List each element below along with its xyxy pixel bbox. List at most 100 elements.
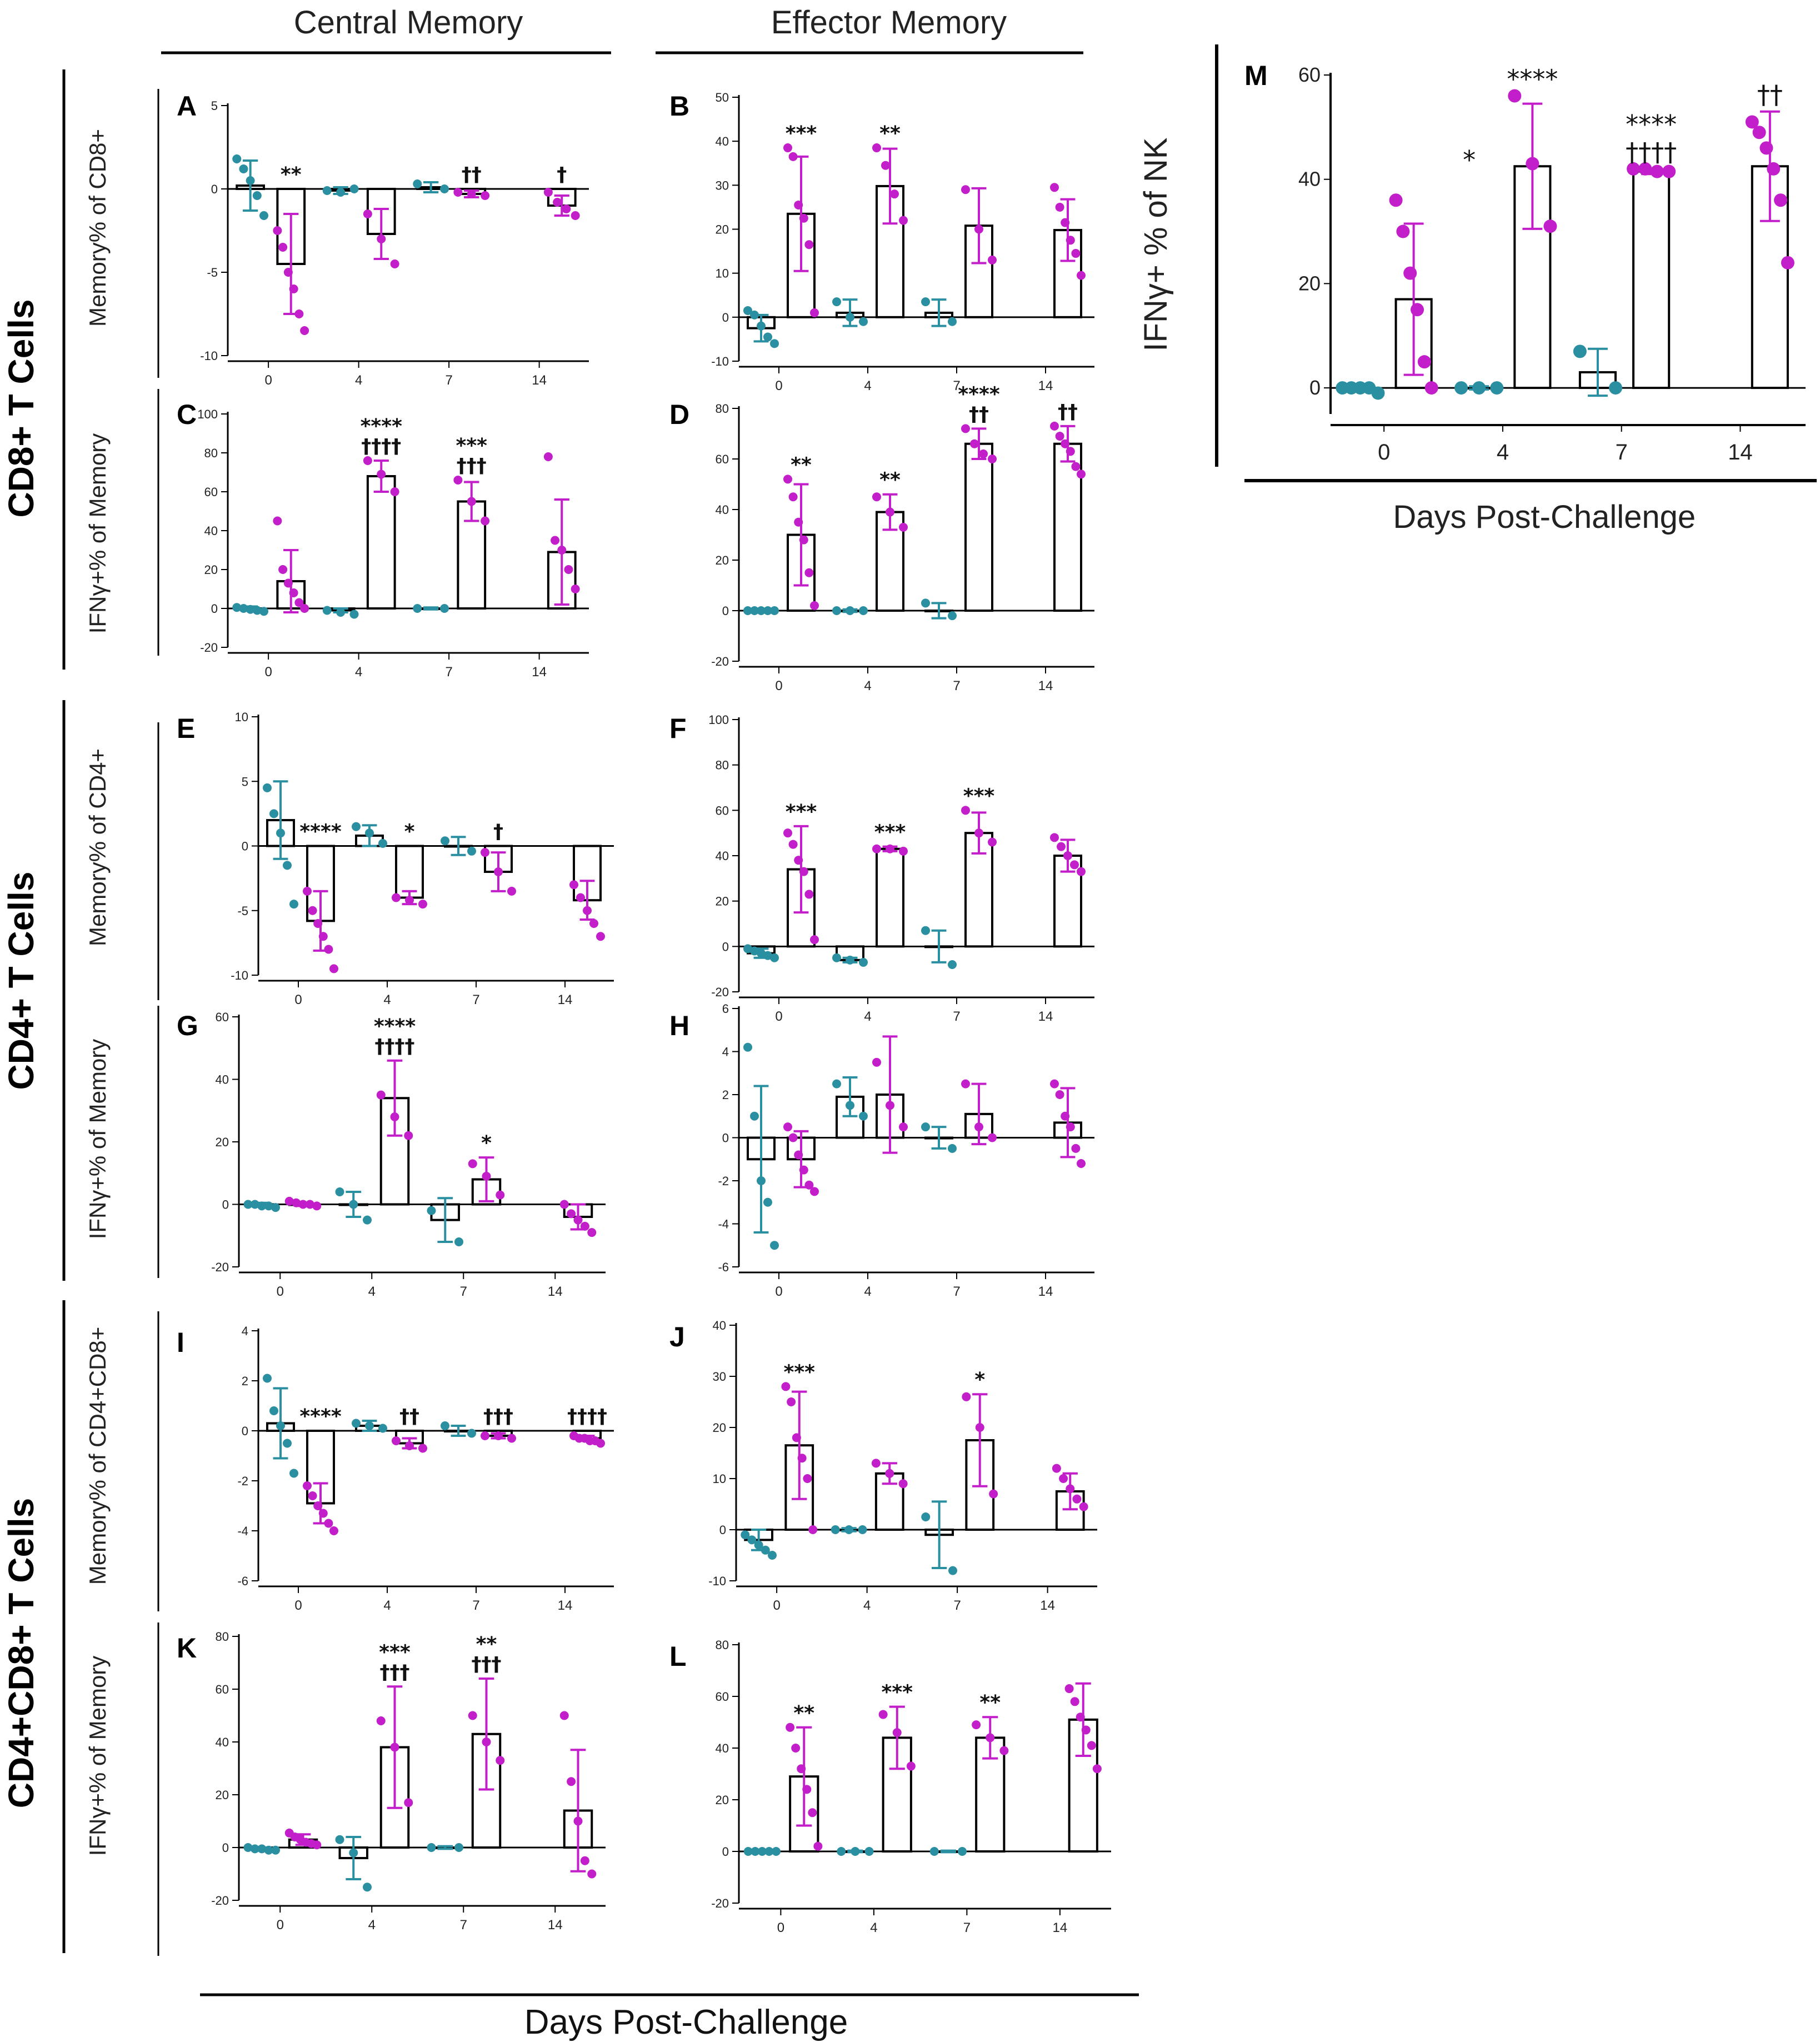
y-tick-label: 5 [242,775,248,788]
y-tick-label: 20 [1298,272,1321,294]
significance-label: †† [399,1405,419,1428]
data-point [1526,157,1539,171]
data-point [1472,381,1486,395]
y-tick-label: 0 [722,311,729,324]
y-tick-label: 60 [216,1010,229,1024]
x-tick-label: 4 [864,378,871,393]
data-point [1745,115,1759,129]
data-point [783,143,792,153]
data-point [376,1090,386,1100]
panel-letter: K [177,1632,197,1664]
x-tick-label: 4 [870,1920,877,1935]
x-tick-label: 14 [548,1918,563,1933]
x-tick-label: 4 [355,665,362,680]
data-point [764,1847,774,1856]
x-tick-label: 7 [963,1920,971,1935]
data-point [791,1744,801,1753]
panel-letter: L [669,1641,687,1672]
data-point [1057,842,1066,851]
data-point [1066,447,1075,456]
data-point [404,1798,413,1808]
data-point [810,935,819,945]
data-point [788,840,798,849]
data-point [1371,386,1385,400]
significance-label: * [1463,145,1476,175]
y-axis-label: IFNγ+ % of NK [1138,137,1174,351]
data-point [999,1746,1009,1755]
data-point [413,179,422,188]
data-point [810,1187,819,1196]
data-point [318,1509,328,1518]
data-point [468,1159,477,1169]
y-tick-label: -2 [718,1174,729,1188]
data-point [1055,1090,1064,1099]
data-point [298,1200,308,1209]
y-tick-label: 40 [216,1735,229,1749]
data-point [580,1221,589,1231]
x-tick-label: 0 [264,373,272,388]
data-point [257,1844,267,1854]
y-tick-label: 20 [716,223,729,237]
data-point [763,1197,772,1207]
y-tick-label: 40 [716,1741,729,1755]
y-tick-label: 30 [716,178,729,192]
data-point [787,1397,796,1406]
data-point [239,164,248,173]
data-point [1070,860,1079,870]
data-point [948,1144,957,1153]
data-point [906,1761,916,1771]
data-point [794,1150,803,1160]
data-point [751,1847,760,1856]
data-point [743,944,752,953]
y-tick-label: 0 [1309,376,1321,399]
panel-letter: H [669,1010,689,1041]
data-point [1052,1464,1061,1473]
data-point [802,1785,812,1794]
x-tick-label: 14 [1038,378,1053,393]
data-point [899,1122,908,1132]
data-point [405,896,414,905]
y-tick-label: 40 [713,1319,726,1332]
bar [366,475,396,610]
x-tick-label: 7 [953,378,960,393]
data-point [1092,1764,1102,1774]
significance-label: *** [963,785,995,807]
row-label-cd4cd8: CD4+CD8+ T Cells [1,1498,41,1808]
significance-label: **** [374,1015,416,1038]
significance-label: *** [379,1641,411,1664]
data-point [799,213,808,223]
data-point [312,1840,322,1850]
data-point [349,610,359,619]
y-tick-label: -2 [237,1474,248,1488]
data-point [1066,1122,1075,1132]
y-tick-label: 40 [1298,168,1321,191]
y-tick-label: 50 [716,91,729,104]
y-tick-label: 30 [713,1370,726,1384]
data-point [576,893,585,902]
data-point [467,846,476,856]
data-point [803,1474,812,1483]
data-point [921,297,930,307]
x-tick-label: 7 [953,1009,960,1024]
data-point [467,1429,476,1438]
x-tick-label: 7 [953,1284,960,1299]
data-point [1767,162,1781,176]
data-point [278,565,288,574]
data-point [336,188,346,197]
x-tick-label: 14 [532,373,547,388]
panel-x-axis-title: Days Post-Challenge [1393,499,1696,535]
data-point [1064,1684,1074,1694]
data-point [243,1200,253,1209]
significance-label: **** [1507,64,1558,94]
y-tick-label: -20 [711,1896,729,1910]
data-point [257,1201,267,1211]
data-point [886,1101,894,1110]
data-point [363,456,372,465]
significance-label: †††† [567,1405,607,1428]
panel-letter: E [177,713,195,744]
x-tick-label: 0 [1378,440,1390,465]
data-point [252,191,262,200]
data-point [273,516,282,526]
